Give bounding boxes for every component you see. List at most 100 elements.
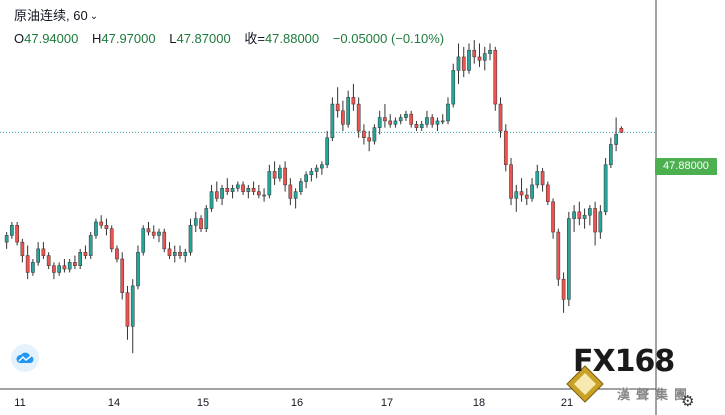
candle-up[interactable] <box>230 188 235 192</box>
candle-up[interactable] <box>193 218 198 226</box>
candle-down[interactable] <box>151 231 156 236</box>
candle-up[interactable] <box>67 262 72 270</box>
cloud-button[interactable] <box>11 344 39 372</box>
candle-down[interactable] <box>109 228 114 250</box>
candle-down[interactable] <box>509 164 513 199</box>
candle-up[interactable] <box>588 208 592 216</box>
candle-up[interactable] <box>398 117 403 122</box>
candle-down[interactable] <box>251 188 256 192</box>
candle-up[interactable] <box>320 164 324 169</box>
candle-down[interactable] <box>225 188 230 192</box>
candle-up[interactable] <box>293 191 298 199</box>
candle-down[interactable] <box>41 248 46 256</box>
candle-up[interactable] <box>419 124 424 128</box>
candle-down[interactable] <box>146 228 151 233</box>
candle-up[interactable] <box>440 120 445 123</box>
candle-down[interactable] <box>498 103 503 132</box>
candle-down[interactable] <box>356 103 361 132</box>
candle-down[interactable] <box>272 171 277 179</box>
candle-down[interactable] <box>551 201 555 233</box>
candle-up[interactable] <box>141 228 146 253</box>
candle-up[interactable] <box>136 251 140 287</box>
candle-down[interactable] <box>388 120 393 125</box>
candle-down[interactable] <box>120 258 125 293</box>
candle-down[interactable] <box>593 208 597 233</box>
candle-up[interactable] <box>446 103 450 122</box>
candle-down[interactable] <box>519 191 524 196</box>
candle-down[interactable] <box>335 103 340 112</box>
candle-down[interactable] <box>199 218 203 229</box>
candle-up[interactable] <box>488 49 492 54</box>
candle-down[interactable] <box>524 194 529 199</box>
candle-down[interactable] <box>62 265 67 270</box>
candle-down[interactable] <box>493 49 498 105</box>
candle-down[interactable] <box>214 191 219 199</box>
candle-up[interactable] <box>482 53 487 61</box>
candle-down[interactable] <box>477 56 482 61</box>
candle-down[interactable] <box>52 265 56 273</box>
candle-down[interactable] <box>556 231 561 280</box>
candle-up[interactable] <box>188 225 193 253</box>
candle-up[interactable] <box>204 208 209 229</box>
candle-up[interactable] <box>10 225 14 236</box>
candle-up[interactable] <box>299 181 303 192</box>
candle-up[interactable] <box>36 248 40 263</box>
candle-down[interactable] <box>125 292 130 327</box>
candle-down[interactable] <box>283 167 287 186</box>
candle-down[interactable] <box>104 225 109 229</box>
candle-up[interactable] <box>78 251 83 266</box>
candle-down[interactable] <box>241 184 245 192</box>
chevron-down-icon[interactable]: ⌄ <box>89 11 99 22</box>
candle-up[interactable] <box>88 235 93 256</box>
candle-up[interactable] <box>309 171 314 176</box>
candle-up[interactable] <box>372 127 377 142</box>
candle-up[interactable] <box>4 235 9 243</box>
candle-down[interactable] <box>162 231 167 250</box>
candle-up[interactable] <box>614 134 618 145</box>
candle-up[interactable] <box>314 167 319 172</box>
candle-down[interactable] <box>414 124 419 128</box>
candle-up[interactable] <box>567 218 571 300</box>
candle-up[interactable] <box>609 144 613 165</box>
gear-icon[interactable]: ⚙ <box>681 393 695 410</box>
candle-up[interactable] <box>530 184 534 199</box>
candle-up[interactable] <box>220 188 224 199</box>
candle-down[interactable] <box>351 97 356 105</box>
candle-down[interactable] <box>409 113 414 125</box>
candle-up[interactable] <box>267 171 272 196</box>
candle-up[interactable] <box>377 117 382 128</box>
candle-down[interactable] <box>472 49 477 58</box>
candle-down[interactable] <box>257 191 261 196</box>
candle-up[interactable] <box>404 113 408 118</box>
candle-down[interactable] <box>362 130 366 139</box>
candle-down[interactable] <box>367 137 371 142</box>
candle-down[interactable] <box>545 184 550 202</box>
candle-up[interactable] <box>535 171 540 186</box>
candle-down[interactable] <box>288 184 293 199</box>
candle-up[interactable] <box>304 174 308 182</box>
candle-up[interactable] <box>235 184 240 189</box>
candle-up[interactable] <box>330 103 335 139</box>
candle-down[interactable] <box>15 225 19 243</box>
candle-down[interactable] <box>540 171 545 186</box>
candle-up[interactable] <box>572 211 576 219</box>
candle-up[interactable] <box>172 251 177 256</box>
candle-down[interactable] <box>577 211 582 219</box>
candle-down[interactable] <box>167 248 172 256</box>
candle-up[interactable] <box>246 188 251 192</box>
candle-up[interactable] <box>451 70 456 105</box>
candle-down[interactable] <box>25 255 30 273</box>
candle-down[interactable] <box>20 241 25 256</box>
candle-up[interactable] <box>598 211 603 233</box>
candle-up[interactable] <box>346 97 350 125</box>
candle-up[interactable] <box>425 117 429 125</box>
candle-up[interactable] <box>325 137 329 165</box>
candle-up[interactable] <box>435 120 440 125</box>
symbol-title[interactable]: 原油连续, 60 ⌄ <box>14 8 99 23</box>
candle-up[interactable] <box>157 231 161 236</box>
candle-up[interactable] <box>130 285 135 327</box>
candle-up[interactable] <box>94 221 98 236</box>
candle-down[interactable] <box>178 251 182 256</box>
candle-down[interactable] <box>430 117 435 125</box>
